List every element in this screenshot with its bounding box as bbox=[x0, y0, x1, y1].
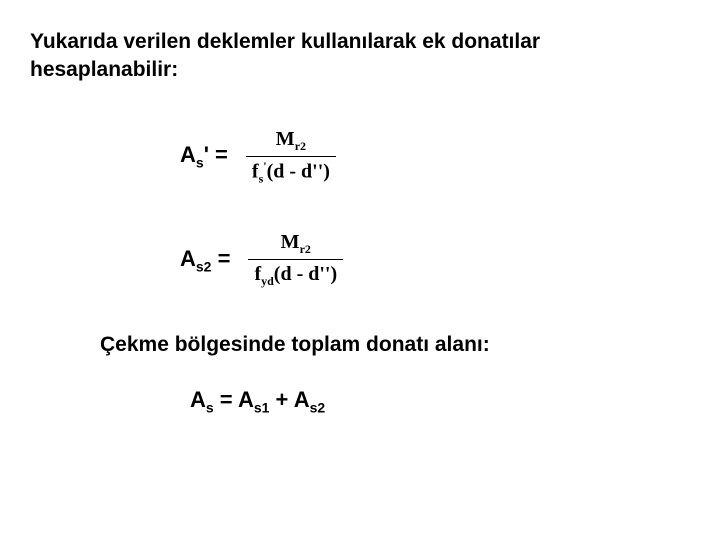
final-equation: As = As1 + As2 bbox=[190, 387, 690, 415]
final-A: A bbox=[190, 387, 206, 412]
eq2-num-sub: r2 bbox=[300, 242, 311, 256]
eq1-num-sub: r2 bbox=[295, 139, 306, 153]
eq1-den-paren: (d - d'') bbox=[267, 160, 330, 182]
intro-text: Yukarıda verilen deklemler kullanılarak … bbox=[30, 28, 690, 85]
final-plus: + bbox=[269, 387, 293, 412]
final-s1: s1 bbox=[254, 400, 270, 416]
eq2-denominator: fyd(d - d'') bbox=[248, 262, 343, 289]
final-eq: = bbox=[214, 387, 238, 412]
eq1-lhs-base: A bbox=[180, 142, 196, 167]
eq2-den-paren: (d - d'') bbox=[274, 263, 337, 285]
eq2-num-base: M bbox=[281, 231, 300, 253]
eq2-den-f-sub: yd bbox=[261, 274, 274, 288]
eq1-numerator: Mr2 bbox=[270, 127, 312, 154]
final-s: s bbox=[206, 400, 214, 416]
eq1-den-f: f bbox=[252, 160, 259, 182]
eq2-lhs: As2 = bbox=[180, 246, 230, 274]
intro-line-1: Yukarıda verilen deklemler kullanılarak … bbox=[30, 30, 540, 53]
eq2-fraction-bar bbox=[248, 259, 343, 260]
eq2-numerator: Mr2 bbox=[275, 230, 317, 257]
eq2-lhs-sub: s2 bbox=[196, 258, 212, 274]
section-heading: Çekme bölgesinde toplam donatı alanı: bbox=[100, 333, 690, 357]
equation-2: As2 = Mr2 fyd(d - d'') bbox=[180, 230, 690, 289]
eq2-fraction: Mr2 fyd(d - d'') bbox=[248, 230, 343, 289]
eq1-den-f-sub: s bbox=[259, 171, 264, 185]
equation-1: As' = Mr2 fs'(d - d'') bbox=[180, 127, 690, 187]
eq2-lhs-base: A bbox=[180, 246, 196, 271]
eq1-fraction-bar bbox=[246, 156, 336, 157]
eq1-equals: = bbox=[209, 142, 228, 167]
intro-line-2: hesaplanabilir: bbox=[30, 58, 178, 81]
eq1-num-base: M bbox=[276, 128, 295, 150]
eq1-fraction: Mr2 fs'(d - d'') bbox=[246, 127, 336, 187]
final-A2: A bbox=[294, 387, 310, 412]
eq2-equals: = bbox=[211, 246, 230, 271]
eq1-lhs: As' = bbox=[180, 142, 228, 170]
eq1-lhs-sub: s bbox=[196, 155, 204, 171]
slide-page: Yukarıda verilen deklemler kullanılarak … bbox=[0, 0, 720, 444]
final-A1: A bbox=[238, 387, 254, 412]
eq1-denominator: fs'(d - d'') bbox=[246, 159, 336, 187]
final-s2: s2 bbox=[310, 400, 326, 416]
